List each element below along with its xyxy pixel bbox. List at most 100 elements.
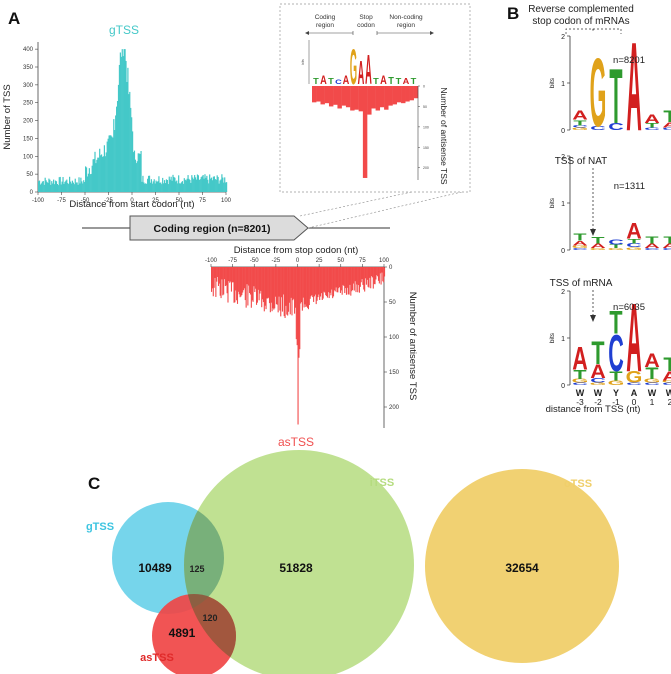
inset-region-brackets: [307, 31, 432, 35]
logo-letter-T: T: [663, 354, 671, 376]
gtss-bar: [71, 180, 74, 192]
astss-bar: [255, 267, 258, 305]
gtss-bar: [201, 176, 203, 192]
gtss-bar: [94, 151, 96, 192]
panel-b-sequence-logos: Reverse complemented stop codon of mRNAs…: [528, 4, 671, 415]
astss-bar: [226, 267, 228, 294]
gtss-title: gTSS: [109, 23, 139, 37]
logo-position-label: -3: [576, 397, 584, 407]
inset-logo-letter: T: [411, 76, 417, 85]
gtss-bar: [166, 180, 168, 192]
logo-consensus-letter: W: [648, 388, 657, 398]
astss-bar: [288, 267, 290, 303]
logo-letter-A: A: [626, 218, 642, 243]
gtss-bar: [210, 178, 212, 192]
coding-region-label: Coding region (n=8201): [154, 223, 271, 235]
logo-ytick-label: 1: [561, 201, 565, 208]
astss-xtick-label: 75: [359, 258, 366, 264]
astss-bar: [357, 267, 359, 293]
astss-bar: [250, 267, 252, 308]
inset-logo-letter: T: [328, 76, 334, 85]
inset-bar: [375, 86, 381, 111]
logo-letter-T: T: [591, 236, 604, 246]
astss-bar: [253, 267, 255, 287]
gtss-bar: [42, 181, 44, 192]
astss-bar: [259, 267, 261, 294]
logo-letter-G: G: [608, 380, 625, 387]
astss-bar: [211, 267, 213, 289]
logo-consensus-letter: A: [631, 388, 638, 398]
astss-bar: [298, 267, 300, 358]
astss-bar: [251, 267, 253, 301]
logo-letter-C: C: [626, 382, 642, 386]
gtss-bar: [193, 179, 195, 192]
astss-bar: [331, 267, 333, 290]
gtss-bar: [179, 183, 181, 192]
astss-bar: [313, 267, 316, 297]
gtss-bar: [60, 184, 62, 192]
astss-bar: [249, 267, 252, 295]
gtss-bar: [116, 106, 118, 192]
gtss-bar: [107, 138, 109, 192]
gtss-ytick-label: 100: [23, 154, 34, 160]
logo-consensus-letter: W: [666, 388, 671, 398]
inset-label-stop-1: Stop: [359, 14, 373, 21]
gtss-bar: [160, 182, 162, 192]
astss-bar: [273, 267, 275, 310]
gtss-ylabel: Number of TSS: [2, 84, 13, 149]
gtss-bar: [96, 159, 98, 192]
astss-bar: [275, 267, 277, 297]
gtss-bar: [86, 176, 89, 192]
astss-bar: [366, 267, 368, 280]
astss-bar: [228, 267, 230, 282]
gtss-bar: [44, 177, 46, 192]
gtss-bar: [215, 179, 217, 192]
astss-xtick-label: -50: [250, 258, 259, 264]
astss-bar: [305, 267, 307, 307]
logo-letter-A: A: [572, 240, 588, 247]
gtss-bar: [76, 182, 78, 192]
astss-bar: [258, 267, 260, 301]
astss-bar: [312, 267, 314, 298]
inset-bar: [405, 86, 410, 102]
inset-logo-letter: A: [403, 76, 410, 85]
gtss-bar: [217, 176, 219, 192]
gtss-bar: [66, 179, 68, 192]
venn-gtss-count: 10489: [138, 561, 172, 575]
gtss-bar: [135, 163, 137, 192]
astss-bar: [260, 267, 262, 291]
astss-bar: [333, 267, 335, 291]
gtss-bar: [136, 161, 138, 192]
astss-bar: [286, 267, 288, 315]
astss-bar: [340, 267, 342, 291]
astss-xtick-label: 0: [296, 258, 300, 264]
inset-ytick-label: 50: [423, 105, 427, 109]
logo-letter-C: C: [572, 382, 588, 386]
inset-bar: [320, 86, 325, 105]
gtss-bar: [164, 183, 167, 192]
inset-bar: [350, 86, 355, 111]
logo1-n: n=8201: [613, 55, 645, 66]
astss-bar: [373, 267, 375, 285]
logo-letter-A: A: [662, 243, 671, 250]
gtss-bar: [156, 181, 158, 192]
gtss-bar: [223, 182, 225, 192]
gtss-bar: [38, 180, 41, 192]
astss-bar: [289, 267, 291, 315]
astss-bar: [287, 267, 290, 312]
gtss-bar: [122, 56, 124, 193]
logo-letter-C: C: [608, 238, 624, 247]
logo-letter-T: T: [591, 334, 604, 371]
astss-bar: [303, 267, 305, 308]
gtss-bar: [43, 184, 45, 192]
inset-ylabel: Number of antisense TSS: [439, 87, 449, 184]
astss-bar: [297, 267, 299, 425]
logo-letter-C: C: [644, 382, 660, 386]
astss-ytick-label: 50: [389, 300, 396, 306]
panel-c-venn: gTSS iTSS oTSS asTSS 10489 51828 32654 4…: [86, 450, 619, 674]
logo-letter-A: A: [590, 243, 606, 250]
astss-bar: [240, 267, 242, 297]
astss-bar: [221, 267, 223, 280]
astss-bar: [264, 267, 266, 306]
gtss-bar: [214, 179, 216, 192]
